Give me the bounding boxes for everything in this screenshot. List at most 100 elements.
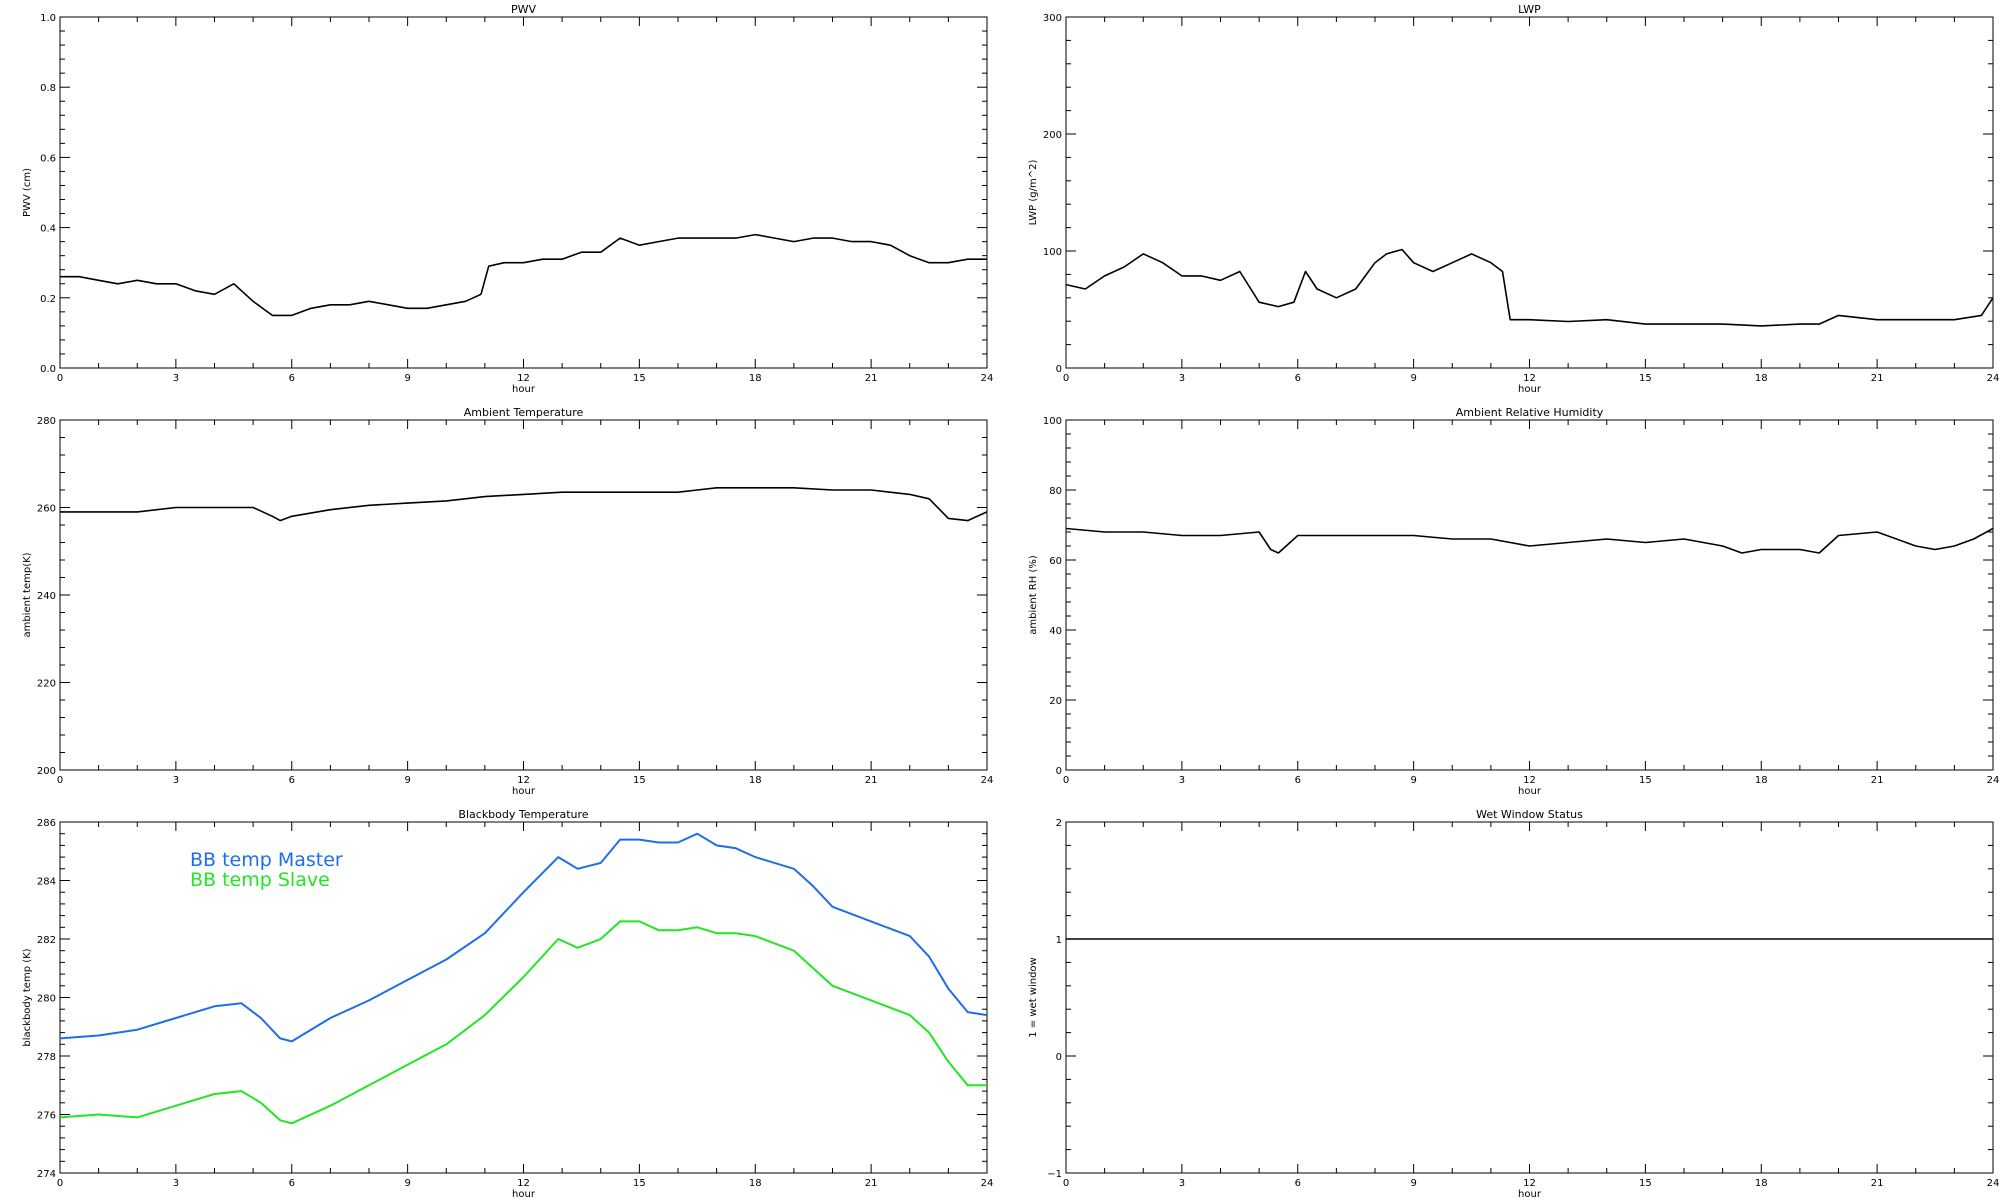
y-tick-label: 274 <box>37 1169 56 1180</box>
series-line <box>60 487 987 522</box>
x-tick-label: 0 <box>1063 373 1069 384</box>
panel-title: Ambient Temperature <box>464 406 584 419</box>
y-tick-label: 0 <box>1056 364 1062 375</box>
x-tick-label: 3 <box>1179 775 1185 786</box>
x-axis-label: hour <box>512 786 536 797</box>
x-tick-label: 0 <box>57 775 63 786</box>
series-line <box>60 233 987 317</box>
x-tick-label: 3 <box>173 775 179 786</box>
x-tick-label: 9 <box>1410 1178 1416 1189</box>
y-tick-label: 0.6 <box>40 153 56 164</box>
x-tick-label: 9 <box>1410 373 1416 384</box>
plot-frame <box>59 419 988 771</box>
panel-ambient-temperature: Ambient Temperature hour ambient temp(K)… <box>22 406 993 797</box>
y-tick-label: 284 <box>37 877 56 888</box>
x-tick-label: 3 <box>1179 373 1185 384</box>
x-tick-label: 0 <box>57 1178 63 1189</box>
y-tick-label: 286 <box>37 818 56 829</box>
y-tick-label: 60 <box>1049 556 1062 567</box>
x-tick-label: 18 <box>1755 775 1768 786</box>
x-tick-label: 18 <box>1755 1178 1768 1189</box>
x-tick-label: 6 <box>289 373 295 384</box>
series-line-bb-temp-slave <box>60 920 987 1125</box>
panel-title: Blackbody Temperature <box>458 808 588 821</box>
x-axis-label: hour <box>512 384 536 395</box>
y-tick-label: 2 <box>1056 818 1062 829</box>
y-axis-label: 1 = wet window <box>1028 957 1039 1037</box>
y-tick-label: 280 <box>37 994 56 1005</box>
x-tick-label: 15 <box>633 1178 646 1189</box>
y-tick-label: 20 <box>1049 696 1062 707</box>
panel-blackbody-temperature: Blackbody Temperature hour blackbody tem… <box>22 808 993 1200</box>
panel-wet-window-status: Wet Window Status hour 1 = wet window 0 3… <box>1028 808 1999 1200</box>
y-tick-label: 0 <box>1056 766 1062 777</box>
x-tick-label: 15 <box>1639 1178 1652 1189</box>
y-axis-label: ambient RH (%) <box>1028 555 1039 635</box>
y-tick-label: 200 <box>37 766 56 777</box>
x-tick-label: 24 <box>1987 1178 2000 1189</box>
x-tick-label: 9 <box>1410 775 1416 786</box>
x-axis-label: hour <box>1518 786 1542 797</box>
x-tick-label: 15 <box>1639 373 1652 384</box>
y-axis-label: PWV (cm) <box>22 168 33 217</box>
y-tick-label: 200 <box>1043 130 1062 141</box>
x-tick-label: 18 <box>1755 373 1768 384</box>
y-tick-label: 80 <box>1049 486 1062 497</box>
x-axis-label: hour <box>1518 384 1542 395</box>
plot-frame <box>1065 419 1994 771</box>
x-tick-label: 21 <box>865 373 878 384</box>
x-tick-label: 15 <box>633 775 646 786</box>
x-tick-label: 9 <box>404 1178 410 1189</box>
y-tick-label: 240 <box>37 591 56 602</box>
y-tick-label: 40 <box>1049 626 1062 637</box>
x-tick-label: 12 <box>517 373 530 384</box>
y-tick-label: 100 <box>1043 416 1062 427</box>
y-tick-label: 220 <box>37 679 56 690</box>
y-axis-label: blackbody temp (K) <box>22 948 33 1046</box>
y-tick-label: 100 <box>1043 247 1062 258</box>
x-tick-label: 24 <box>981 775 994 786</box>
x-tick-label: 6 <box>289 775 295 786</box>
panel-title: LWP <box>1518 3 1541 16</box>
x-tick-label: 3 <box>173 1178 179 1189</box>
panel-title: Wet Window Status <box>1476 808 1583 821</box>
x-tick-label: 21 <box>1871 373 1884 384</box>
series-line <box>1066 248 1993 327</box>
x-tick-label: 15 <box>1639 775 1652 786</box>
y-tick-label: 260 <box>37 504 56 515</box>
x-tick-label: 15 <box>633 373 646 384</box>
x-tick-label: 18 <box>749 775 762 786</box>
y-tick-label: 1.0 <box>40 13 56 24</box>
x-tick-label: 0 <box>1063 775 1069 786</box>
x-tick-label: 9 <box>404 775 410 786</box>
x-tick-label: 6 <box>1295 775 1301 786</box>
y-tick-label: 0.2 <box>40 294 56 305</box>
plot-frame <box>59 16 988 369</box>
legend-entry-master: BB temp Master <box>190 849 343 871</box>
y-tick-label: 0.8 <box>40 83 56 94</box>
y-tick-label: 0.4 <box>40 224 56 235</box>
y-tick-label: 282 <box>37 935 56 946</box>
panel-title: Ambient Relative Humidity <box>1456 406 1604 419</box>
series-line <box>1066 527 1993 554</box>
x-tick-label: 6 <box>289 1178 295 1189</box>
x-tick-label: 21 <box>1871 1178 1884 1189</box>
panel-ambient-relative-humidity: Ambient Relative Humidity hour ambient R… <box>1028 406 1999 797</box>
x-tick-label: 18 <box>749 373 762 384</box>
plot-frame <box>1065 821 1994 1174</box>
x-tick-label: 9 <box>404 373 410 384</box>
panel-title: PWV <box>511 3 537 16</box>
legend-entry-slave: BB temp Slave <box>190 869 330 891</box>
y-tick-label: 278 <box>37 1052 56 1063</box>
y-tick-label: 1 <box>1056 935 1062 946</box>
x-tick-label: 0 <box>1063 1178 1069 1189</box>
x-tick-label: 21 <box>865 775 878 786</box>
x-tick-label: 12 <box>1523 1178 1536 1189</box>
y-tick-label: 300 <box>1043 13 1062 24</box>
x-tick-label: 6 <box>1295 373 1301 384</box>
y-tick-label: 276 <box>37 1111 56 1122</box>
x-tick-label: 18 <box>749 1178 762 1189</box>
x-tick-label: 12 <box>1523 373 1536 384</box>
x-tick-label: 24 <box>1987 775 2000 786</box>
